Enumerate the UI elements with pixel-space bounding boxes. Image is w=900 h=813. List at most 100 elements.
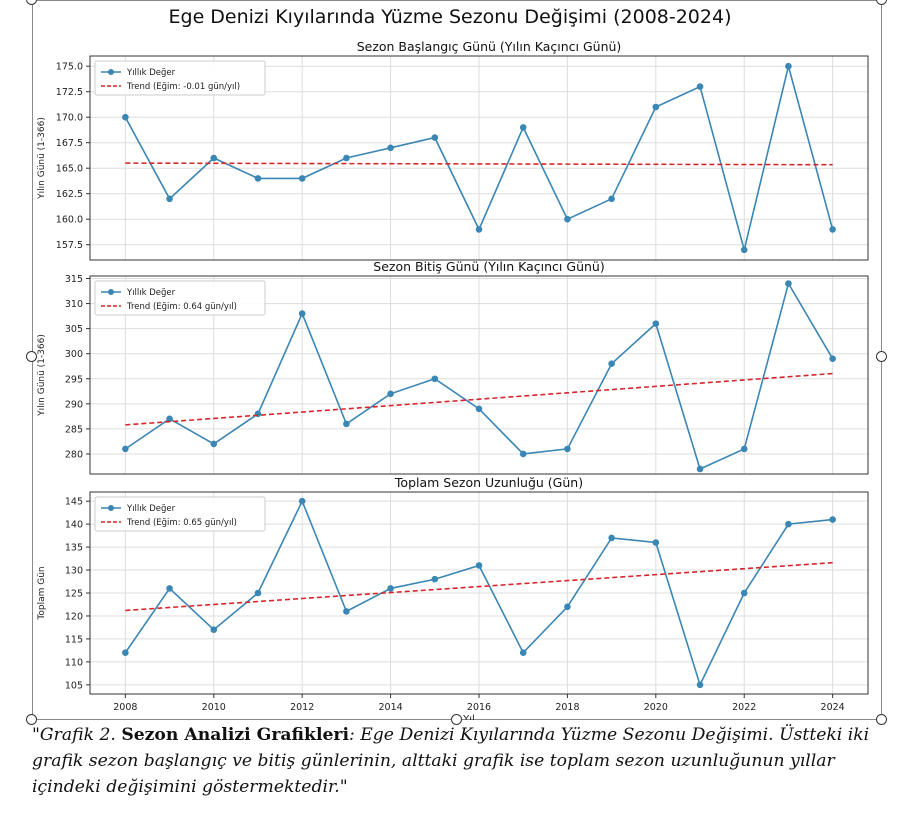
- x-axis-label: Yıl: [462, 714, 475, 720]
- data-point: [343, 154, 350, 162]
- data-point: [564, 603, 571, 611]
- data-point: [829, 355, 836, 363]
- data-point: [431, 134, 439, 141]
- data-point: [785, 62, 792, 70]
- data-point: [387, 585, 394, 592]
- y-tick-label: 280: [65, 449, 83, 460]
- x-tick-label: 2008: [113, 702, 137, 713]
- data-point: [696, 465, 704, 473]
- data-point: [431, 575, 439, 583]
- data-point: [564, 215, 571, 223]
- legend-label: Trend (Eğim: -0.01 gün/yıl): [126, 82, 240, 92]
- y-tick-label: 175.0: [56, 62, 83, 73]
- plot-area-frame: [89, 55, 869, 261]
- data-point: [254, 175, 262, 182]
- legend-box: [94, 496, 266, 532]
- data-point: [298, 175, 306, 182]
- legend-label: Trend (Eğim: 0.64 gün/yıl): [126, 302, 237, 312]
- y-tick-label: 170.0: [56, 113, 83, 124]
- y-tick-label: 300: [65, 349, 83, 360]
- data-point: [740, 246, 748, 254]
- chart-canvas: 157.5 160.0 162.5 165.0 167.5 170.0 172.5 175.0…: [37, 39, 869, 720]
- data-point: [652, 320, 660, 327]
- y-tick-label: 167.5: [56, 138, 83, 149]
- x-tick-label: 2016: [467, 702, 491, 713]
- data-point: [740, 589, 748, 597]
- data-point: [519, 450, 527, 458]
- data-point: [608, 195, 615, 203]
- data-point: [387, 144, 394, 152]
- y-tick-label: 130: [65, 566, 83, 577]
- x-tick-label: 2012: [290, 702, 314, 713]
- y-tick-label: 120: [65, 611, 83, 622]
- y-tick-label: 162.5: [56, 189, 83, 200]
- data-point: [829, 516, 836, 523]
- chart-panel-2: [86, 275, 869, 475]
- y-tick-label: 165.0: [56, 164, 83, 175]
- x-tick-label: 2018: [555, 702, 579, 713]
- data-point: [387, 390, 394, 398]
- data-point: [740, 445, 748, 453]
- resize-handle-bottom-center[interactable]: [451, 714, 462, 725]
- data-point: [519, 124, 527, 131]
- x-tick-label: 2024: [821, 702, 845, 713]
- data-point: [608, 534, 615, 542]
- data-point: [166, 195, 173, 203]
- trend-line: [125, 561, 833, 612]
- caption-bold: Sezon Analizi Grafikleri: [121, 725, 349, 745]
- legend-label: Trend (Eğim: 0.65 gün/yıl): [126, 518, 237, 528]
- legend-swatch-marker: [108, 505, 114, 511]
- resize-handle-bottom-left[interactable]: [26, 714, 37, 725]
- legend-swatch-marker: [108, 69, 114, 75]
- y-axis-label: Yılın Günü (1-366): [37, 117, 47, 200]
- legend-label: Yıllık Değer: [126, 288, 176, 298]
- data-point: [564, 445, 571, 453]
- resize-handle-middle-left[interactable]: [26, 351, 37, 362]
- resize-handle-bottom-right[interactable]: [876, 714, 887, 725]
- data-point: [475, 405, 483, 413]
- panel-title: Toplam Sezon Uzunluğu (Gün): [394, 475, 583, 490]
- y-axis-label: Toplam Gün: [37, 566, 47, 620]
- x-tick-label: 2022: [732, 702, 756, 713]
- legend-box: [94, 280, 266, 316]
- data-point: [785, 280, 792, 287]
- caption-rest: : Ege Denizi Kıyılarında Yüzme Sezonu De…: [32, 725, 870, 797]
- y-tick-label: 305: [65, 324, 83, 335]
- data-point: [122, 445, 129, 453]
- resize-handle-middle-right[interactable]: [876, 351, 887, 362]
- plot-area-frame: [89, 275, 869, 475]
- data-point: [519, 649, 527, 656]
- legend-box: [94, 60, 266, 96]
- data-point: [210, 626, 218, 634]
- x-tick-label: 2014: [378, 702, 402, 713]
- y-tick-label: 110: [65, 657, 83, 668]
- data-point: [652, 103, 660, 111]
- y-tick-label: 140: [65, 520, 83, 531]
- data-point: [431, 375, 439, 383]
- caption-prefix: "Grafik 2.: [32, 725, 122, 745]
- legend-label: Yıllık Değer: [126, 504, 176, 514]
- data-point: [298, 497, 306, 505]
- data-point: [475, 562, 483, 569]
- y-tick-label: 157.5: [56, 240, 83, 251]
- y-tick-label: 135: [65, 543, 83, 554]
- y-tick-label: 105: [65, 680, 83, 691]
- data-point: [254, 589, 262, 597]
- y-tick-label: 115: [65, 634, 83, 645]
- y-tick-label: 172.5: [56, 87, 83, 98]
- trend-line: [125, 162, 833, 166]
- data-point: [298, 310, 306, 317]
- legend-swatch-marker: [108, 289, 114, 295]
- legend-label: Yıllık Değer: [126, 68, 176, 78]
- data-point: [166, 415, 173, 423]
- chart-panel-3: [86, 491, 869, 698]
- y-tick-label: 160.0: [56, 215, 83, 226]
- trend-line: [125, 372, 833, 426]
- data-point: [696, 681, 704, 689]
- y-tick-label: 285: [65, 424, 83, 435]
- y-tick-label: 125: [65, 589, 83, 600]
- data-point: [343, 420, 350, 428]
- chart-panel-1: [86, 55, 869, 261]
- data-point: [829, 226, 836, 233]
- data-point: [652, 539, 660, 546]
